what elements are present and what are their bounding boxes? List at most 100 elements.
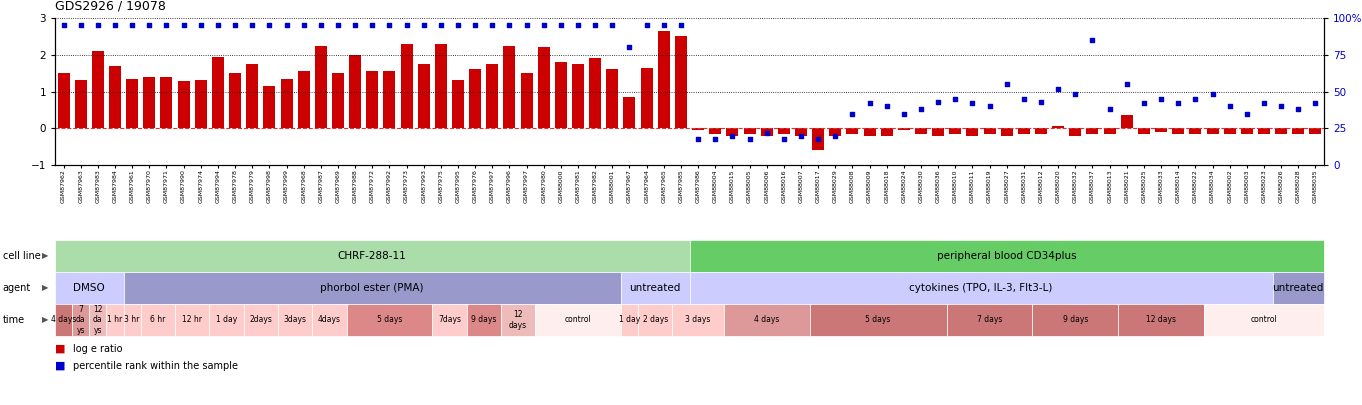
Bar — [75, 81, 87, 128]
Bar — [1241, 128, 1253, 134]
Text: ■: ■ — [54, 360, 65, 371]
Bar — [1087, 128, 1099, 134]
Point — [361, 22, 383, 29]
Text: 1 day: 1 day — [215, 315, 237, 324]
Text: 12 hr: 12 hr — [183, 315, 202, 324]
Bar — [554, 62, 567, 128]
Bar — [1069, 128, 1081, 136]
Point — [345, 22, 366, 29]
Point — [1047, 85, 1069, 92]
Point — [1030, 98, 1051, 105]
Point — [602, 22, 624, 29]
Bar — [572, 64, 584, 128]
Text: 7
da
ys: 7 da ys — [76, 305, 86, 335]
Point — [1271, 103, 1293, 109]
Point — [824, 132, 846, 139]
Point — [1235, 110, 1257, 117]
Bar — [590, 58, 601, 128]
Bar — [143, 77, 155, 128]
Point — [1115, 81, 1137, 87]
Bar — [486, 64, 498, 128]
Text: cytokines (TPO, IL-3, Flt3-L): cytokines (TPO, IL-3, Flt3-L) — [910, 283, 1053, 293]
Text: 9 days: 9 days — [471, 315, 496, 324]
Point — [858, 100, 880, 107]
Bar — [864, 128, 876, 136]
Bar — [1207, 128, 1219, 134]
Bar — [247, 64, 259, 128]
Text: GDS2926 / 19078: GDS2926 / 19078 — [54, 0, 166, 13]
Point — [1253, 100, 1275, 107]
Bar — [1001, 128, 1013, 136]
Bar — [778, 128, 790, 134]
Text: percentile rank within the sample: percentile rank within the sample — [72, 360, 238, 371]
Bar — [1173, 128, 1184, 134]
Text: 2days: 2days — [249, 315, 272, 324]
Bar — [315, 46, 327, 128]
Bar — [1293, 128, 1305, 134]
Text: ▶: ▶ — [42, 315, 48, 324]
Bar — [1155, 128, 1167, 132]
Bar — [212, 57, 223, 128]
Bar — [538, 47, 550, 128]
Bar — [1223, 128, 1235, 134]
Point — [139, 22, 161, 29]
Text: 2 days: 2 days — [643, 315, 667, 324]
Bar — [434, 44, 447, 128]
Point — [688, 135, 710, 142]
Point — [1185, 96, 1207, 102]
Text: untreated: untreated — [629, 283, 681, 293]
Bar — [177, 81, 189, 128]
Bar — [1275, 128, 1287, 134]
Bar — [932, 128, 944, 136]
Bar — [949, 128, 962, 134]
Text: 3 days: 3 days — [685, 315, 711, 324]
Bar — [676, 36, 686, 128]
Bar — [1103, 128, 1115, 134]
Point — [1081, 37, 1103, 43]
Text: ▶: ▶ — [42, 252, 48, 260]
Text: phorbol ester (PMA): phorbol ester (PMA) — [320, 283, 424, 293]
Bar — [915, 128, 928, 134]
Text: ▶: ▶ — [42, 284, 48, 292]
Text: 5 days: 5 days — [865, 315, 891, 324]
Bar — [366, 71, 379, 128]
Point — [910, 106, 932, 112]
Point — [275, 22, 297, 29]
Point — [464, 22, 486, 29]
Point — [979, 103, 1001, 109]
Point — [1013, 96, 1035, 102]
Point — [533, 22, 554, 29]
Bar — [640, 68, 652, 128]
Bar — [710, 128, 722, 134]
Point — [996, 81, 1017, 87]
Point — [808, 135, 829, 142]
Bar — [469, 69, 481, 128]
Point — [379, 22, 400, 29]
Point — [293, 22, 315, 29]
Bar — [418, 64, 429, 128]
Text: cell line: cell line — [3, 251, 41, 261]
Point — [447, 22, 469, 29]
Point — [516, 22, 538, 29]
Point — [327, 22, 349, 29]
Text: agent: agent — [3, 283, 31, 293]
Text: 12
da
ys: 12 da ys — [93, 305, 102, 335]
Point — [87, 22, 109, 29]
Bar — [383, 71, 395, 128]
Point — [207, 22, 229, 29]
Point — [189, 22, 211, 29]
Point — [53, 22, 75, 29]
Point — [618, 44, 640, 51]
Bar — [658, 31, 670, 128]
Text: control: control — [565, 315, 591, 324]
Bar — [400, 44, 413, 128]
Bar — [760, 128, 772, 136]
Point — [413, 22, 434, 29]
Point — [842, 110, 864, 117]
Point — [1201, 91, 1223, 98]
Point — [155, 22, 177, 29]
Point — [69, 22, 91, 29]
Bar — [983, 128, 996, 134]
Text: control: control — [1250, 315, 1278, 324]
Bar — [624, 97, 636, 128]
